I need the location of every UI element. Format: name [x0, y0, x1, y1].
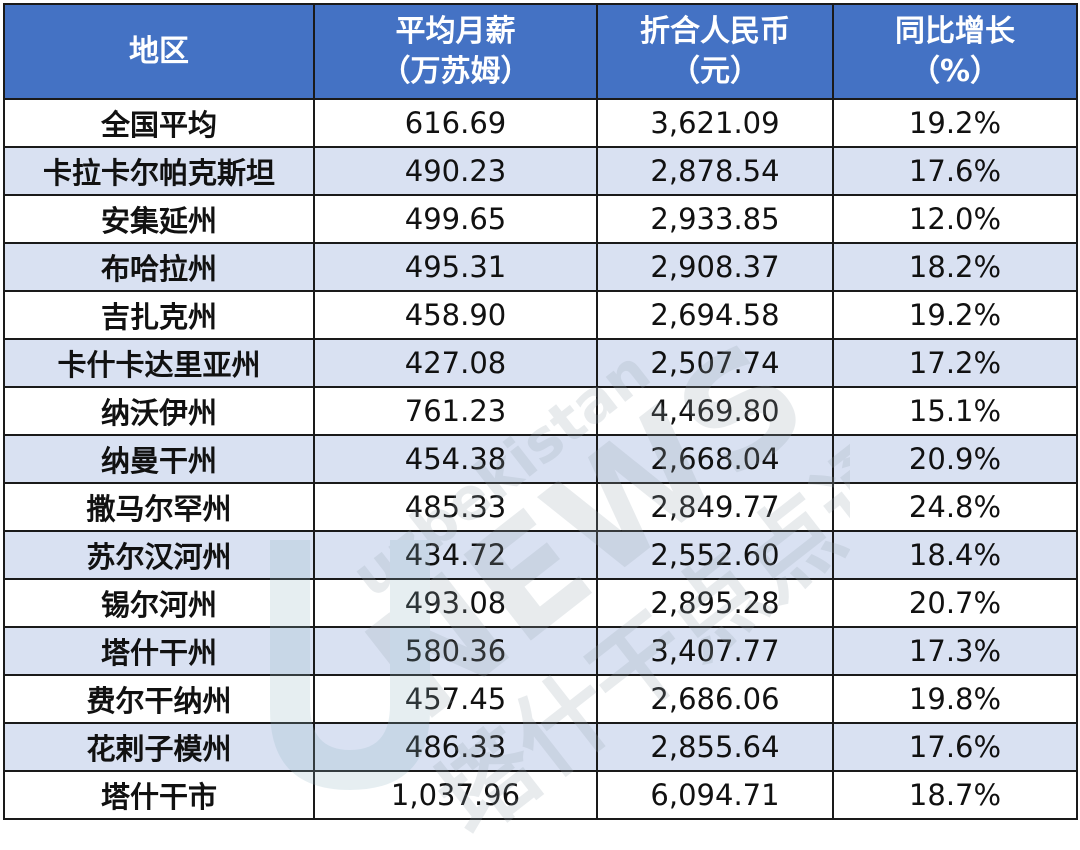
region-cell: 费尔干纳州 [3, 674, 315, 724]
table-body: 全国平均 616.69 3,621.09 19.2% 卡拉卡尔帕克斯坦 490.23 2,8… [3, 98, 1078, 820]
salary-cell: 486.33 [313, 722, 598, 772]
salary-cell: 485.33 [313, 482, 598, 532]
region-cell: 撒马尔罕州 [3, 482, 315, 532]
rmb-cell: 2,908.37 [596, 242, 834, 292]
salary-table: 地区 平均月薪 （万苏姆） 折合人民币 （元） 同比增长 （%） 全国平均 616… [3, 3, 1078, 820]
table-row: 纳沃伊州 761.23 4,469.80 15.1% [3, 386, 1078, 436]
table-row: 费尔干纳州 457.45 2,686.06 19.8% [3, 674, 1078, 724]
growth-cell: 18.7% [832, 770, 1078, 820]
header-growth: 同比增长 （%） [832, 3, 1078, 100]
growth-cell: 19.2% [832, 290, 1078, 340]
rmb-cell: 2,668.04 [596, 434, 834, 484]
salary-cell: 495.31 [313, 242, 598, 292]
table-row: 布哈拉州 495.31 2,908.37 18.2% [3, 242, 1078, 292]
header-salary-line2: （万苏姆） [380, 53, 531, 89]
rmb-cell: 2,849.77 [596, 482, 834, 532]
region-cell: 花剌子模州 [3, 722, 315, 772]
salary-cell: 761.23 [313, 386, 598, 436]
salary-cell: 457.45 [313, 674, 598, 724]
region-cell: 吉扎克州 [3, 290, 315, 340]
salary-cell: 616.69 [313, 98, 598, 148]
region-cell: 全国平均 [3, 98, 315, 148]
growth-cell: 18.4% [832, 530, 1078, 580]
salary-cell: 434.72 [313, 530, 598, 580]
table-row: 塔什干市 1,037.96 6,094.71 18.7% [3, 770, 1078, 820]
table-row: 卡拉卡尔帕克斯坦 490.23 2,878.54 17.6% [3, 146, 1078, 196]
rmb-cell: 2,694.58 [596, 290, 834, 340]
growth-cell: 20.7% [832, 578, 1078, 628]
salary-cell: 499.65 [313, 194, 598, 244]
table-row: 全国平均 616.69 3,621.09 19.2% [3, 98, 1078, 148]
region-cell: 锡尔河州 [3, 578, 315, 628]
salary-cell: 427.08 [313, 338, 598, 388]
salary-cell: 454.38 [313, 434, 598, 484]
rmb-cell: 2,933.85 [596, 194, 834, 244]
rmb-cell: 2,507.74 [596, 338, 834, 388]
salary-cell: 580.36 [313, 626, 598, 676]
growth-cell: 18.2% [832, 242, 1078, 292]
rmb-cell: 3,407.77 [596, 626, 834, 676]
header-rmb-line1: 折合人民币 [640, 13, 790, 49]
rmb-cell: 2,878.54 [596, 146, 834, 196]
table-row: 安集延州 499.65 2,933.85 12.0% [3, 194, 1078, 244]
table-row: 锡尔河州 493.08 2,895.28 20.7% [3, 578, 1078, 628]
growth-cell: 19.8% [832, 674, 1078, 724]
region-cell: 布哈拉州 [3, 242, 315, 292]
region-cell: 卡拉卡尔帕克斯坦 [3, 146, 315, 196]
header-region: 地区 [3, 3, 315, 100]
growth-cell: 17.3% [832, 626, 1078, 676]
rmb-cell: 4,469.80 [596, 386, 834, 436]
header-growth-line2: （%） [909, 53, 1001, 89]
table-row: 撒马尔罕州 485.33 2,849.77 24.8% [3, 482, 1078, 532]
growth-cell: 12.0% [832, 194, 1078, 244]
salary-cell: 490.23 [313, 146, 598, 196]
rmb-cell: 6,094.71 [596, 770, 834, 820]
growth-cell: 17.2% [832, 338, 1078, 388]
table-row: 花剌子模州 486.33 2,855.64 17.6% [3, 722, 1078, 772]
header-region-label: 地区 [129, 33, 189, 69]
rmb-cell: 3,621.09 [596, 98, 834, 148]
region-cell: 塔什干州 [3, 626, 315, 676]
salary-cell: 458.90 [313, 290, 598, 340]
growth-cell: 20.9% [832, 434, 1078, 484]
region-cell: 安集延州 [3, 194, 315, 244]
region-cell: 卡什卡达里亚州 [3, 338, 315, 388]
table-row: 吉扎克州 458.90 2,694.58 19.2% [3, 290, 1078, 340]
rmb-cell: 2,855.64 [596, 722, 834, 772]
header-growth-line1: 同比增长 [895, 13, 1015, 49]
header-salary-line1: 平均月薪 [395, 13, 516, 49]
growth-cell: 17.6% [832, 146, 1078, 196]
growth-cell: 24.8% [832, 482, 1078, 532]
table-row: 苏尔汉河州 434.72 2,552.60 18.4% [3, 530, 1078, 580]
salary-cell: 1,037.96 [313, 770, 598, 820]
growth-cell: 15.1% [832, 386, 1078, 436]
region-cell: 纳沃伊州 [3, 386, 315, 436]
header-rmb-line2: （元） [670, 53, 760, 89]
header-row: 地区 平均月薪 （万苏姆） 折合人民币 （元） 同比增长 （%） [3, 3, 1078, 100]
growth-cell: 17.6% [832, 722, 1078, 772]
rmb-cell: 2,552.60 [596, 530, 834, 580]
header-rmb: 折合人民币 （元） [596, 3, 834, 100]
table-row: 塔什干州 580.36 3,407.77 17.3% [3, 626, 1078, 676]
table-header: 地区 平均月薪 （万苏姆） 折合人民币 （元） 同比增长 （%） [3, 3, 1078, 100]
rmb-cell: 2,686.06 [596, 674, 834, 724]
growth-cell: 19.2% [832, 98, 1078, 148]
table-row: 纳曼干州 454.38 2,668.04 20.9% [3, 434, 1078, 484]
header-salary: 平均月薪 （万苏姆） [313, 3, 598, 100]
region-cell: 纳曼干州 [3, 434, 315, 484]
table-row: 卡什卡达里亚州 427.08 2,507.74 17.2% [3, 338, 1078, 388]
region-cell: 苏尔汉河州 [3, 530, 315, 580]
salary-cell: 493.08 [313, 578, 598, 628]
region-cell: 塔什干市 [3, 770, 315, 820]
rmb-cell: 2,895.28 [596, 578, 834, 628]
salary-table-container: 地区 平均月薪 （万苏姆） 折合人民币 （元） 同比增长 （%） 全国平均 616… [3, 3, 1078, 820]
